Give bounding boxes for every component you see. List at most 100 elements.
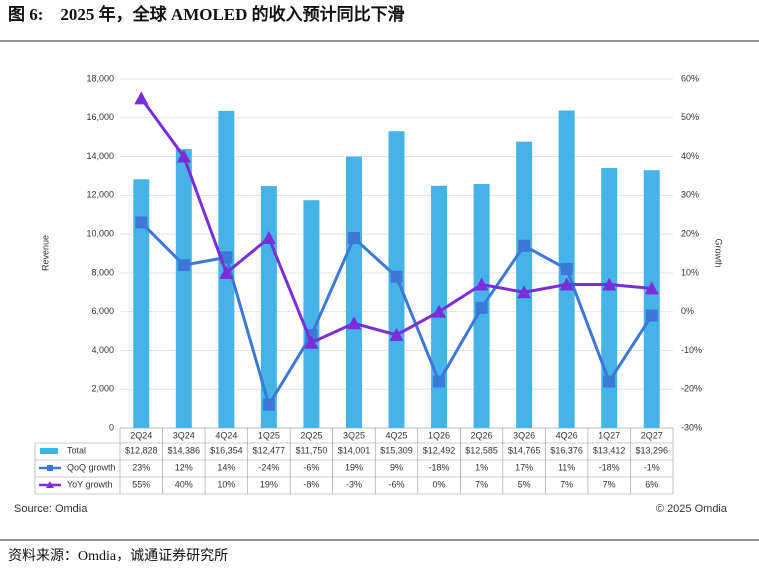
x-tick-label: 4Q26 xyxy=(556,430,578,440)
data-label: 17% xyxy=(515,462,533,472)
data-label: $15,309 xyxy=(380,445,413,455)
x-tick-label: 1Q26 xyxy=(428,430,450,440)
data-label: -8% xyxy=(303,479,319,489)
data-label: -1% xyxy=(644,462,660,472)
bar xyxy=(260,186,277,428)
data-label: 11% xyxy=(558,462,575,472)
marker xyxy=(261,230,276,244)
y2-tick-label: 60% xyxy=(681,73,699,83)
data-label: -3% xyxy=(346,479,362,489)
data-label: 7% xyxy=(560,479,573,489)
data-label: 7% xyxy=(603,479,616,489)
y-tick-label: 12,000 xyxy=(86,190,114,200)
x-tick-label: 3Q24 xyxy=(173,430,195,440)
data-label: 9% xyxy=(390,462,403,472)
x-tick-label: 3Q26 xyxy=(513,430,535,440)
bar xyxy=(516,141,533,428)
y2-tick-label: -30% xyxy=(681,422,702,432)
legend-swatch xyxy=(47,465,53,471)
marker xyxy=(304,335,319,349)
x-tick-label: 1Q27 xyxy=(598,430,620,440)
legend-label: Total xyxy=(67,445,86,455)
marker xyxy=(644,281,659,295)
y2-tick-label: 30% xyxy=(681,190,699,200)
data-label: 19% xyxy=(345,462,363,472)
x-tick-label: 2Q25 xyxy=(300,430,322,440)
data-label: 7% xyxy=(475,479,488,489)
x-tick-label: 1Q25 xyxy=(258,430,280,440)
x-tick-label: 4Q25 xyxy=(385,430,407,440)
bar xyxy=(601,167,618,428)
marker xyxy=(517,285,532,299)
marker xyxy=(262,398,275,411)
source-note: Source: Omdia xyxy=(14,503,88,515)
marker xyxy=(433,375,446,388)
data-label: $12,828 xyxy=(125,445,158,455)
data-label: $11,750 xyxy=(295,445,327,455)
marker xyxy=(602,277,617,291)
x-tick-label: 3Q25 xyxy=(343,430,365,440)
y-tick-label: 8,000 xyxy=(91,267,114,277)
marker xyxy=(432,304,447,318)
y2-tick-label: 20% xyxy=(681,228,699,238)
y2-tick-label: 50% xyxy=(681,112,699,122)
x-tick-label: 4Q24 xyxy=(215,430,237,440)
y-tick-label: 14,000 xyxy=(86,151,114,161)
data-label: $12,585 xyxy=(465,445,498,455)
data-label: 6% xyxy=(645,479,658,489)
figure-title: 图 6: 2025 年，全球 AMOLED 的收入预计同比下滑 xyxy=(8,4,405,24)
x-tick-label: 2Q27 xyxy=(641,430,663,440)
marker xyxy=(559,277,574,291)
marker xyxy=(135,216,148,229)
marker xyxy=(347,231,360,244)
data-label: $14,765 xyxy=(508,445,541,455)
y-tick-label: 16,000 xyxy=(86,112,114,122)
y2-tick-label: 40% xyxy=(681,151,699,161)
data-label: $14,386 xyxy=(168,445,201,455)
y-tick-label: 4,000 xyxy=(91,345,114,355)
legend-swatch xyxy=(46,481,54,488)
data-label: $16,376 xyxy=(550,445,583,455)
y2-tick-label: -20% xyxy=(681,384,702,394)
copyright: © 2025 Omdia xyxy=(656,503,728,515)
marker xyxy=(134,91,149,105)
marker xyxy=(645,309,658,322)
bar xyxy=(175,149,192,428)
bar xyxy=(303,200,320,428)
y2-tick-label: 0% xyxy=(681,306,694,316)
marker xyxy=(390,270,403,283)
data-label: 12% xyxy=(175,462,193,472)
data-label: $12,492 xyxy=(423,445,456,455)
data-label: $13,412 xyxy=(593,445,626,455)
y-axis-title: Revenue xyxy=(40,235,50,271)
y2-axis-title: Growth xyxy=(714,238,724,267)
x-tick-label: 2Q26 xyxy=(471,430,493,440)
data-label: 55% xyxy=(132,479,150,489)
y-tick-label: 10,000 xyxy=(86,228,114,238)
data-label: 5% xyxy=(518,479,531,489)
data-label: $12,477 xyxy=(253,445,286,455)
y2-tick-label: 10% xyxy=(681,267,699,277)
data-label: $16,354 xyxy=(210,445,243,455)
y-tick-label: 6,000 xyxy=(91,306,114,316)
marker xyxy=(219,265,234,279)
marker xyxy=(177,259,190,272)
data-label: -18% xyxy=(599,462,620,472)
bar xyxy=(133,179,150,428)
data-label: 19% xyxy=(260,479,278,489)
data-label: 23% xyxy=(132,462,150,472)
marker xyxy=(560,263,573,276)
marker xyxy=(346,316,361,330)
data-label: -6% xyxy=(303,462,319,472)
bar xyxy=(643,170,660,429)
legend-label: YoY growth xyxy=(67,479,113,489)
x-tick-label: 2Q24 xyxy=(130,430,152,440)
legend-swatch xyxy=(40,448,58,454)
y-tick-label: 2,000 xyxy=(91,384,114,394)
y2-tick-label: -10% xyxy=(681,345,702,355)
marker xyxy=(603,375,616,388)
legend-label: QoQ growth xyxy=(67,462,116,472)
data-label: 1% xyxy=(475,462,488,472)
marker xyxy=(389,327,404,341)
data-label: $13,296 xyxy=(635,445,668,455)
